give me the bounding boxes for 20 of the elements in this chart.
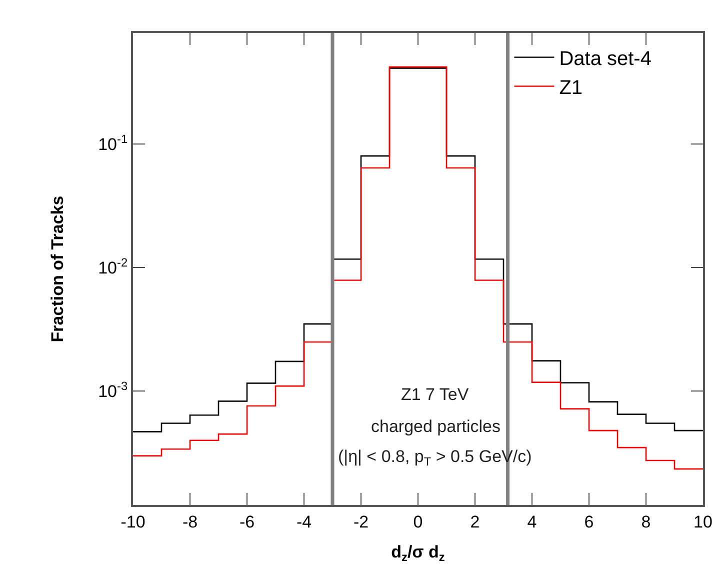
x-tick-label: -2 <box>353 512 369 532</box>
x-tick-label: -4 <box>296 512 312 532</box>
annotation: Z1 7 TeV <box>401 385 470 404</box>
annotation: charged particles <box>371 417 500 436</box>
y-tick-label: 10$^{-1}$ <box>98 132 128 154</box>
x-tick-label: 10 <box>694 512 712 532</box>
x-tick-label: 8 <box>641 512 651 532</box>
x-tick-label: 4 <box>527 512 537 532</box>
legend-label: Z1 <box>559 77 583 100</box>
x-tick-label: -10 <box>120 512 146 532</box>
x-tick-label: -6 <box>239 512 255 532</box>
x-tick-label: -8 <box>182 512 198 532</box>
x-tick-label: 6 <box>584 512 594 532</box>
y-axis-title: Fraction of Tracks <box>48 196 68 342</box>
legend-label: Data set-4 <box>559 48 652 70</box>
x-axis-title: d$_{z}$/σ d$_{z}$ <box>391 542 445 564</box>
y-tick-label: 10$^{-3}$ <box>98 378 128 402</box>
x-tick-label: 0 <box>413 512 423 532</box>
x-tick-label: 2 <box>470 512 480 532</box>
y-tick-label: 10$^{-2}$ <box>98 255 128 278</box>
